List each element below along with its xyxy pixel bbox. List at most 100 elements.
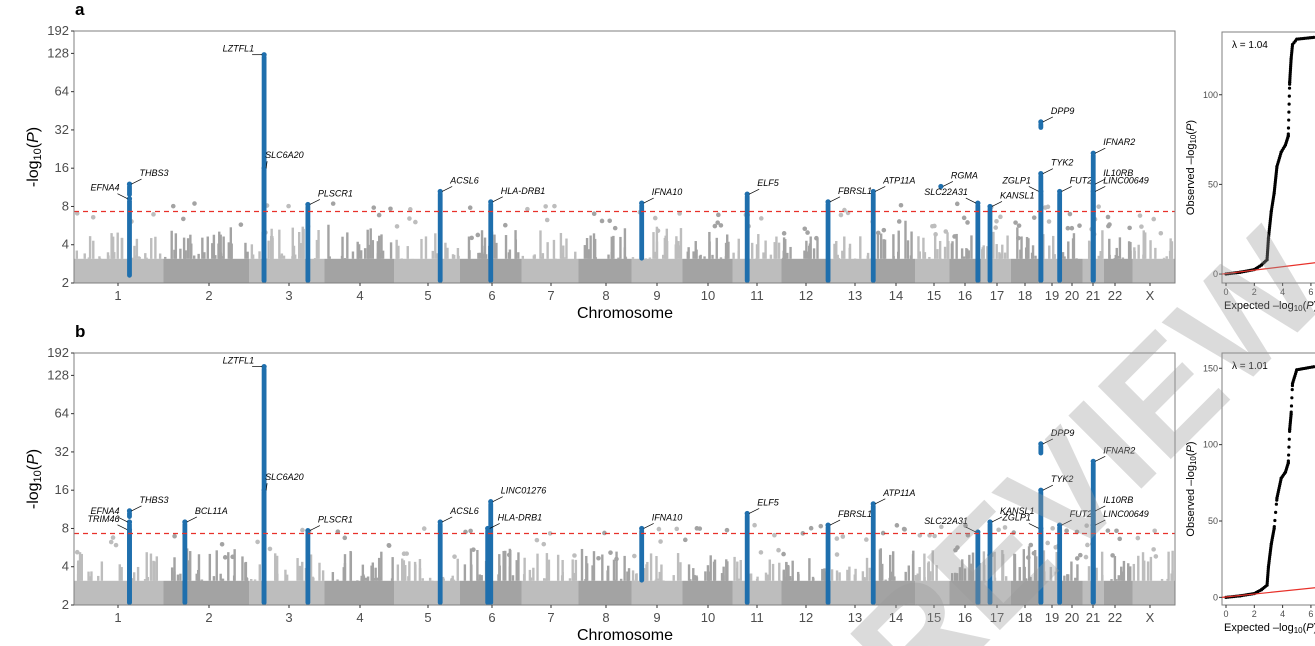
qq-y-tick-label: 100 <box>1203 440 1218 450</box>
snp-column <box>371 240 375 259</box>
chromosome-base-band <box>830 258 876 283</box>
gene-label: KANSL1 <box>1000 506 1035 516</box>
locus-fbrsl1: FBRSL1 <box>825 509 872 605</box>
snp-column <box>219 253 223 259</box>
snp-column <box>724 256 728 259</box>
snp-column <box>803 250 806 259</box>
snp-column <box>1162 257 1166 259</box>
chromosome-1-points <box>74 211 164 283</box>
locus-snp-column <box>870 503 876 605</box>
snp-column <box>883 239 887 259</box>
snp-column <box>951 241 954 259</box>
qq-y-tick-label: 0 <box>1213 269 1218 279</box>
snp-column <box>574 559 578 581</box>
snp-column <box>170 230 173 259</box>
snp-column <box>478 574 482 581</box>
snp-point <box>724 527 730 533</box>
snp-column <box>311 576 314 581</box>
snp-column <box>737 578 740 581</box>
snp-column <box>132 572 136 581</box>
snp-point <box>864 537 869 542</box>
snp-column <box>258 251 261 259</box>
snp-point <box>267 546 273 552</box>
locus-elf5: ELF5 <box>744 178 780 283</box>
qq-point <box>1274 510 1278 514</box>
gene-label: LINC01276 <box>501 486 547 496</box>
qq-x-tick-label: 6 <box>1308 287 1313 297</box>
gene-label-leader <box>991 201 1003 207</box>
snp-column <box>362 575 366 581</box>
locus-snp-column <box>744 194 750 283</box>
snp-column <box>133 245 136 259</box>
snp-column <box>592 233 596 259</box>
x-tick-label: 10 <box>701 288 715 303</box>
chromosome-base-band <box>1062 580 1083 605</box>
snp-column <box>131 257 135 259</box>
snp-column <box>482 254 486 259</box>
snp-column <box>807 245 811 259</box>
snp-column <box>1115 247 1118 259</box>
locus-lead-snp <box>261 364 267 370</box>
locus-fut2: FUT2 <box>1057 175 1092 283</box>
snp-column <box>727 241 730 259</box>
snp-column <box>833 243 836 259</box>
snp-column <box>626 573 630 581</box>
locus-snp-column <box>1057 525 1063 605</box>
y-tick-label: 192 <box>47 23 69 38</box>
gene-label-leader <box>492 196 503 203</box>
chromosome-17-points <box>981 525 1011 605</box>
snp-column <box>859 236 862 259</box>
snp-column <box>498 565 501 581</box>
snp-column <box>1170 243 1173 259</box>
gene-label-leader <box>1042 116 1054 123</box>
qq-point <box>1286 132 1290 136</box>
locus-lead-snp <box>1090 522 1096 528</box>
snp-column <box>87 571 90 581</box>
snp-column <box>456 247 460 259</box>
snp-column <box>589 235 592 259</box>
snp-column <box>1170 573 1173 581</box>
snp-column <box>420 238 423 259</box>
snp-column <box>663 237 667 259</box>
snp-column <box>244 561 248 581</box>
snp-point <box>407 216 412 221</box>
snp-point <box>413 219 418 225</box>
snp-column <box>733 556 736 581</box>
snp-point <box>1107 222 1112 227</box>
snp-point <box>74 549 80 555</box>
x-tick-label: 2 <box>205 288 212 303</box>
snp-column <box>477 579 480 581</box>
snp-column <box>649 553 653 581</box>
gene-label: KANSL1 <box>1000 190 1035 200</box>
locus-snp-column <box>1038 490 1044 605</box>
snp-column <box>150 238 153 259</box>
snp-column <box>313 257 317 259</box>
snp-column <box>709 555 712 581</box>
snp-column <box>848 247 851 259</box>
snp-point <box>255 539 260 545</box>
y-tick-label: 2 <box>62 597 69 612</box>
snp-column <box>374 567 377 581</box>
locus-lead-snp <box>1038 119 1044 125</box>
snp-column <box>910 256 913 259</box>
snp-column <box>351 251 355 259</box>
snp-column <box>983 564 986 581</box>
chromosome-4-points <box>324 201 394 283</box>
snp-point <box>544 217 550 223</box>
snp-column <box>587 249 590 259</box>
qq-point <box>1290 396 1294 400</box>
locus-lead-snp <box>126 508 133 514</box>
qq-y-tick-label: 0 <box>1213 592 1218 602</box>
locus-lead-snp <box>182 519 188 525</box>
snp-column <box>654 579 657 581</box>
snp-point <box>896 219 902 224</box>
snp-column <box>986 246 989 259</box>
snp-point <box>1139 224 1144 229</box>
snp-column <box>724 242 728 259</box>
snp-column <box>219 234 222 259</box>
snp-column <box>995 244 998 259</box>
snp-column <box>606 570 609 581</box>
snp-column <box>764 240 767 259</box>
snp-column <box>444 242 447 259</box>
snp-column <box>343 257 347 259</box>
